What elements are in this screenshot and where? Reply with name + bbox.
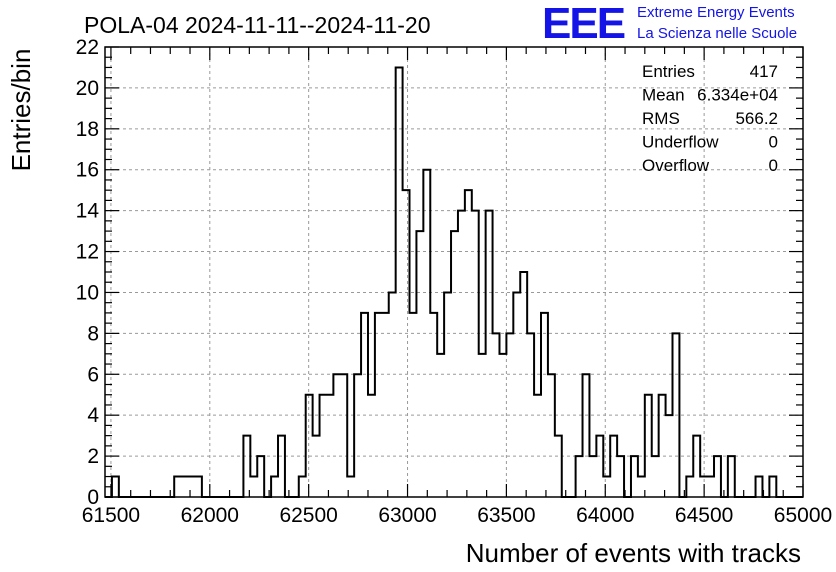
logo-line-2: La Scienza nelle Scuole (637, 25, 797, 42)
y-tick-label: 6 (87, 363, 99, 386)
stats-label: Entries (642, 62, 695, 81)
stats-value: 6.334e+04 (697, 86, 778, 105)
chart-title: POLA-04 2024-11-11--2024-11-20 (84, 12, 431, 38)
x-tick-label: 63500 (477, 504, 535, 527)
stats-box: Entries 417 Mean 6.334e+04 RMS 566.2 Underflow… (642, 62, 778, 175)
y-tick-label: 10 (76, 281, 99, 304)
y-axis-title: Entries/bin (6, 49, 36, 172)
y-tick-label: 18 (76, 118, 99, 141)
y-tick-label: 14 (76, 200, 100, 223)
logo-mark: EEE (542, 0, 625, 48)
stats-label: Overflow (642, 156, 710, 175)
histogram-line (105, 66, 803, 498)
x-tick-label: 64500 (675, 504, 733, 527)
y-tick-label: 8 (87, 322, 99, 345)
stats-value: 417 (750, 62, 778, 81)
x-tick-label: 65000 (774, 504, 832, 527)
y-tick-label: 4 (87, 404, 99, 427)
stats-label: RMS (642, 109, 680, 128)
y-tick-label: 20 (76, 77, 99, 100)
x-tick-label: 62500 (279, 504, 337, 527)
stats-value: 0 (769, 133, 778, 152)
y-tick-label: 16 (76, 159, 99, 182)
y-tick-label: 22 (76, 36, 99, 59)
x-tick-label: 64000 (576, 504, 634, 527)
stats-label: Underflow (642, 133, 719, 152)
y-tick-label: 0 (87, 486, 99, 509)
x-axis-title: Number of events with tracks (466, 538, 801, 568)
stats-label: Mean (642, 86, 685, 105)
y-tick-label: 2 (87, 445, 99, 468)
y-tick-label: 12 (76, 241, 99, 264)
axis-ticks (105, 46, 804, 498)
axis-tick-labels: 61500 62000 62500 63000 63500 64000 64500 65000… (76, 36, 833, 527)
x-tick-label: 61500 (82, 504, 140, 527)
logo-line-1: Extreme Energy Events (637, 4, 795, 21)
x-tick-label: 62000 (181, 504, 239, 527)
x-tick-label: 63000 (378, 504, 436, 527)
logo: EEE Extreme Energy Events La Scienza nel… (542, 0, 797, 48)
stats-value: 0 (769, 156, 778, 175)
stats-value: 566.2 (735, 109, 778, 128)
